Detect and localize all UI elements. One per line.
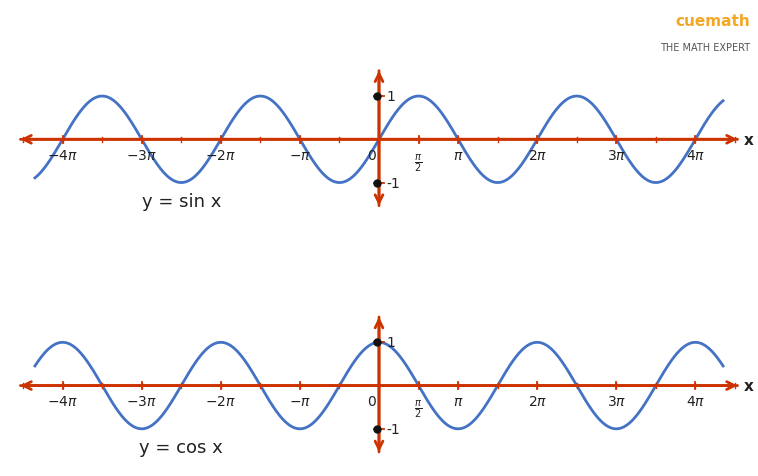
Text: 1: 1 [387, 336, 396, 349]
Text: 0: 0 [367, 149, 376, 163]
Text: $4\pi$: $4\pi$ [686, 395, 705, 408]
Text: $-\pi$: $-\pi$ [289, 149, 311, 163]
Text: $-2\pi$: $-2\pi$ [205, 395, 236, 408]
Text: 0: 0 [367, 395, 376, 408]
Text: $-4\pi$: $-4\pi$ [47, 149, 78, 163]
Text: y = sin x: y = sin x [142, 192, 221, 210]
Text: -1: -1 [387, 176, 400, 190]
Text: $2\pi$: $2\pi$ [528, 395, 547, 408]
Text: $4\pi$: $4\pi$ [686, 149, 705, 163]
Text: $\frac{\pi}{2}$: $\frac{\pi}{2}$ [415, 398, 423, 419]
Text: cuemath: cuemath [675, 14, 750, 29]
Text: THE MATH EXPERT: THE MATH EXPERT [660, 43, 750, 53]
Text: $\pi$: $\pi$ [453, 395, 463, 408]
Text: $3\pi$: $3\pi$ [606, 149, 626, 163]
Text: $-\pi$: $-\pi$ [289, 395, 311, 408]
Text: y = cos x: y = cos x [139, 438, 223, 456]
Text: $-3\pi$: $-3\pi$ [127, 395, 157, 408]
Text: $3\pi$: $3\pi$ [606, 395, 626, 408]
Text: x: x [744, 132, 754, 148]
Text: $2\pi$: $2\pi$ [528, 149, 547, 163]
Text: $-2\pi$: $-2\pi$ [205, 149, 236, 163]
Text: $-3\pi$: $-3\pi$ [127, 149, 157, 163]
Text: 1: 1 [387, 90, 396, 104]
Text: -1: -1 [387, 422, 400, 436]
Text: $-4\pi$: $-4\pi$ [47, 395, 78, 408]
Text: x: x [744, 378, 754, 393]
Text: $\pi$: $\pi$ [453, 149, 463, 163]
Text: $\frac{\pi}{2}$: $\frac{\pi}{2}$ [415, 152, 423, 174]
